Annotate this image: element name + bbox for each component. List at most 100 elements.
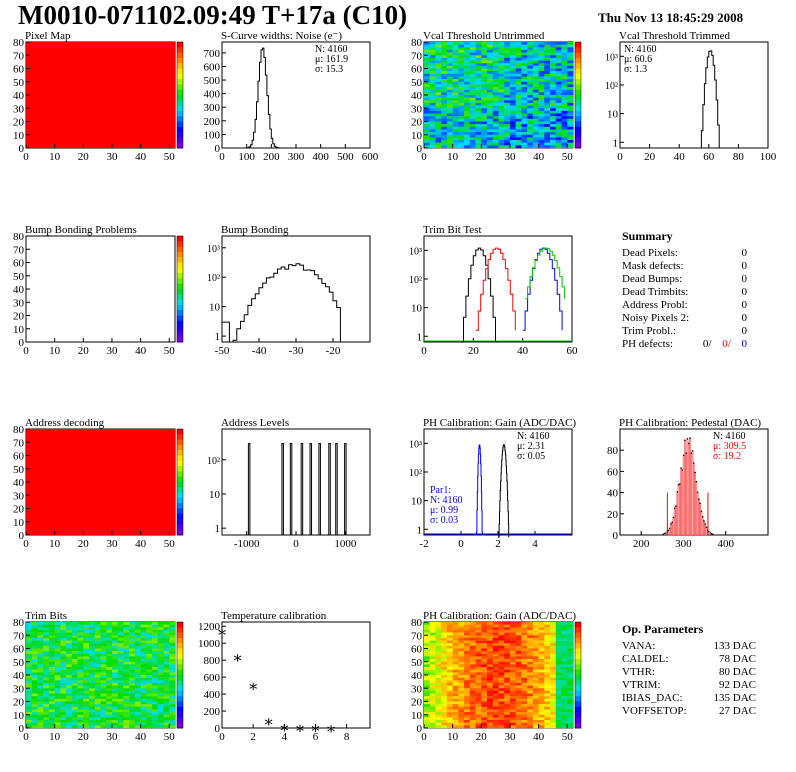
heatmap-cell	[561, 71, 568, 74]
heatmap-cell	[532, 97, 539, 101]
heatmap-cell	[515, 145, 522, 149]
heatmap-cell	[458, 667, 465, 670]
heatmap-cell	[544, 722, 551, 726]
pedestal-bin	[704, 523, 706, 536]
heatmap-cell	[71, 701, 78, 705]
heatmap-cell	[550, 706, 557, 710]
heatmap-cell	[464, 42, 471, 45]
heatmap-cell	[429, 688, 436, 692]
heatmap-cell	[48, 688, 55, 692]
pedestal-bin	[685, 452, 687, 536]
heatmap-cell	[89, 701, 95, 705]
heatmap-cell	[83, 690, 90, 694]
heatmap-cell	[424, 622, 430, 625]
heatmap-cell	[441, 79, 448, 82]
x-tick-label: 600	[362, 151, 379, 163]
heatmap-cell	[429, 648, 436, 652]
x-tick-label: 200	[263, 151, 280, 163]
heatmap-cell	[464, 717, 471, 721]
heatmap-cell	[129, 656, 136, 660]
heatmap-cell	[169, 682, 176, 686]
heatmap-cell	[464, 89, 471, 93]
heatmap-cell	[129, 645, 136, 649]
heatmap-cell	[169, 690, 176, 694]
heatmap-cell	[152, 704, 159, 707]
heatmap-cell	[515, 685, 522, 689]
heatmap-cell	[112, 704, 118, 707]
color-scale-step	[177, 63, 183, 69]
heatmap-cell	[458, 44, 465, 48]
heatmap-cell	[123, 701, 130, 705]
heatmap-cell	[452, 65, 459, 69]
heatmap-cell	[77, 635, 84, 639]
heatmap-cell	[487, 651, 493, 654]
color-scale-frame	[176, 621, 184, 729]
heatmap-cell	[487, 688, 493, 692]
heatmap-cell	[504, 677, 511, 681]
heatmap-cell	[538, 84, 545, 88]
color-scale-step	[575, 632, 581, 639]
heatmap-cell	[134, 685, 141, 689]
heatmap-cell	[43, 643, 50, 647]
heatmap-cell	[481, 682, 488, 686]
heatmap-cell	[66, 661, 73, 665]
heatmap-cell	[527, 629, 534, 633]
heatmap-cell	[441, 632, 448, 636]
heatmap-cell	[481, 693, 488, 697]
heatmap-cell	[446, 653, 453, 657]
heatmap-cell	[123, 656, 130, 660]
heatmap-cell	[475, 682, 482, 686]
heatmap-cell	[435, 648, 442, 652]
heatmap-cell	[475, 645, 482, 649]
heatmap-cell	[481, 696, 488, 700]
heatmap-cell	[521, 661, 528, 665]
heatmap-cell	[452, 664, 459, 668]
heatmap-cell	[567, 656, 574, 660]
heatmap-cell	[54, 624, 61, 628]
heatmap-cell	[71, 667, 78, 670]
heatmap-cell	[510, 92, 516, 96]
heatmap-cell	[441, 71, 448, 74]
heatmap-cell	[100, 701, 107, 705]
heatmap-cell	[515, 664, 522, 668]
heatmap-cell	[429, 145, 436, 149]
heatmap-cell	[469, 52, 476, 56]
heatmap-cell	[521, 137, 528, 141]
heatmap-cell	[492, 653, 499, 657]
heatmap-cell	[527, 696, 534, 700]
heatmap-cell	[123, 648, 130, 652]
heatmap-cell	[134, 651, 141, 654]
y-tick-label: 70	[13, 437, 25, 449]
heatmap-cell	[77, 704, 84, 707]
heatmap-cell	[106, 690, 113, 694]
heatmap-cell	[71, 717, 78, 721]
heatmap-cell	[561, 87, 568, 90]
heatmap-cell	[446, 712, 453, 715]
heatmap-cell	[487, 49, 493, 53]
heatmap-cell	[48, 653, 55, 657]
heatmap-cell	[475, 675, 482, 678]
heatmap-cell	[464, 627, 471, 631]
heatmap-cell	[458, 81, 465, 85]
heatmap-cell	[157, 624, 164, 628]
heatmap-cell	[527, 714, 534, 718]
heatmap-cell	[169, 667, 176, 670]
heatmap-cell	[498, 49, 505, 53]
heatmap-cell	[446, 102, 453, 106]
y-tick-label: 50	[13, 657, 25, 669]
heatmap-cell	[561, 725, 568, 729]
heatmap-cell	[100, 677, 107, 681]
heatmap-cell	[77, 664, 84, 668]
heatmap-cell	[464, 47, 471, 51]
heatmap-cell	[435, 79, 442, 82]
heatmap-cell	[452, 690, 459, 694]
heatmap-cell	[163, 622, 170, 625]
heatmap-cell	[487, 134, 493, 138]
heatmap-cell	[538, 690, 545, 694]
heatmap-cell	[464, 140, 471, 143]
x-tick-label: 30	[504, 731, 516, 743]
heatmap-cell	[163, 645, 170, 649]
heatmap-cell	[77, 698, 84, 702]
heatmap-cell	[169, 706, 176, 710]
heatmap-cell	[515, 653, 522, 657]
